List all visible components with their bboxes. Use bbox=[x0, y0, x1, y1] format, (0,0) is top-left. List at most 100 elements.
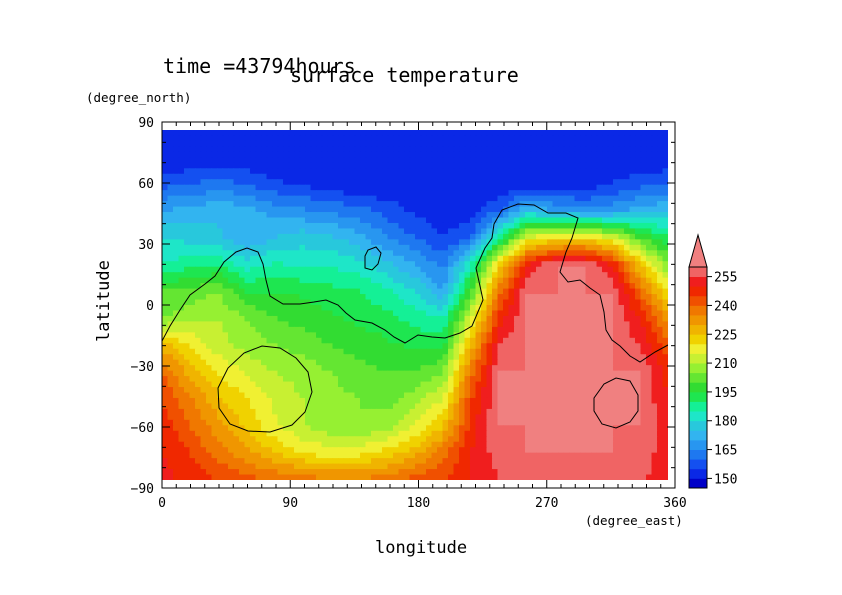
field-cell bbox=[261, 288, 268, 295]
field-cell bbox=[585, 212, 592, 219]
field-cell bbox=[640, 283, 647, 290]
field-cell bbox=[530, 135, 537, 142]
field-cell bbox=[519, 151, 526, 158]
field-cell bbox=[299, 321, 306, 328]
field-cell bbox=[536, 408, 543, 415]
field-cell bbox=[272, 392, 279, 399]
field-cell bbox=[448, 359, 455, 366]
field-cell bbox=[338, 217, 345, 224]
field-cell bbox=[618, 239, 625, 246]
field-cell bbox=[332, 310, 339, 317]
field-cell bbox=[519, 212, 526, 219]
field-cell bbox=[255, 299, 262, 306]
field-cell bbox=[613, 403, 620, 410]
field-cell bbox=[530, 310, 537, 317]
field-cell bbox=[393, 299, 400, 306]
field-cell bbox=[624, 146, 631, 153]
field-cell bbox=[635, 315, 642, 323]
field-cell bbox=[250, 343, 257, 350]
field-cell bbox=[646, 184, 653, 191]
field-cell bbox=[508, 222, 515, 230]
field-cell bbox=[580, 414, 587, 421]
field-cell bbox=[508, 419, 515, 426]
field-cell bbox=[321, 261, 328, 268]
field-cell bbox=[624, 376, 631, 383]
field-cell bbox=[640, 255, 647, 262]
field-cell bbox=[596, 381, 603, 388]
field-cell bbox=[250, 299, 257, 306]
field-cell bbox=[233, 332, 240, 339]
field-cell bbox=[470, 294, 477, 301]
field-cell bbox=[437, 283, 444, 290]
field-cell bbox=[382, 299, 389, 306]
field-cell bbox=[431, 146, 438, 153]
field-cell bbox=[255, 173, 262, 180]
field-cell bbox=[497, 222, 504, 230]
field-cell bbox=[602, 233, 609, 240]
field-cell bbox=[514, 135, 521, 142]
field-cell bbox=[332, 162, 339, 169]
field-cell bbox=[239, 157, 246, 164]
field-cell bbox=[530, 255, 537, 262]
field-cell bbox=[382, 419, 389, 426]
field-cell bbox=[651, 168, 658, 175]
field-cell bbox=[261, 255, 268, 262]
field-cell bbox=[222, 206, 229, 213]
field-cell bbox=[459, 414, 466, 421]
field-cell bbox=[365, 130, 372, 137]
field-cell bbox=[228, 184, 235, 191]
field-cell bbox=[189, 255, 196, 262]
field-cell bbox=[470, 184, 477, 191]
field-cell bbox=[393, 397, 400, 405]
field-cell bbox=[415, 387, 422, 394]
field-cell bbox=[525, 184, 532, 191]
field-cell bbox=[431, 337, 438, 344]
field-cell bbox=[189, 135, 196, 142]
field-cell bbox=[409, 359, 416, 366]
field-cell bbox=[272, 414, 279, 421]
field-cell bbox=[585, 184, 592, 191]
field-cell bbox=[189, 315, 196, 323]
field-cell bbox=[618, 397, 625, 405]
field-cell bbox=[178, 381, 185, 388]
field-cell bbox=[404, 173, 411, 180]
field-cell bbox=[343, 326, 350, 333]
field-cell bbox=[607, 348, 614, 355]
field-cell bbox=[657, 162, 664, 169]
field-cell bbox=[404, 348, 411, 355]
field-cell bbox=[266, 184, 273, 191]
field-cell bbox=[195, 321, 202, 328]
field-cell bbox=[657, 255, 664, 262]
field-cell bbox=[596, 310, 603, 317]
field-cell bbox=[519, 184, 526, 191]
field-cell bbox=[431, 354, 438, 361]
field-cell bbox=[607, 140, 614, 148]
field-cell bbox=[184, 397, 191, 405]
field-cell bbox=[178, 173, 185, 180]
field-cell bbox=[519, 310, 526, 317]
field-cell bbox=[261, 184, 268, 191]
field-cell bbox=[563, 354, 570, 361]
field-cell bbox=[316, 397, 323, 405]
field-cell bbox=[349, 272, 356, 279]
field-cell bbox=[277, 310, 284, 317]
field-cell bbox=[206, 233, 213, 240]
field-cell bbox=[211, 130, 218, 137]
field-cell bbox=[618, 201, 625, 208]
field-cell bbox=[299, 315, 306, 323]
field-cell bbox=[596, 365, 603, 372]
field-cell bbox=[310, 130, 317, 137]
field-cell bbox=[497, 272, 504, 279]
field-cell bbox=[552, 337, 559, 344]
field-cell bbox=[635, 294, 642, 301]
field-cell bbox=[415, 272, 422, 279]
field-cell bbox=[448, 266, 455, 273]
field-cell bbox=[618, 130, 625, 137]
field-cell bbox=[596, 244, 603, 251]
field-cell bbox=[354, 294, 361, 301]
field-cell bbox=[310, 151, 317, 158]
field-cell bbox=[607, 190, 614, 197]
field-cell bbox=[563, 217, 570, 224]
field-cell bbox=[503, 228, 510, 235]
field-cell bbox=[525, 348, 532, 355]
